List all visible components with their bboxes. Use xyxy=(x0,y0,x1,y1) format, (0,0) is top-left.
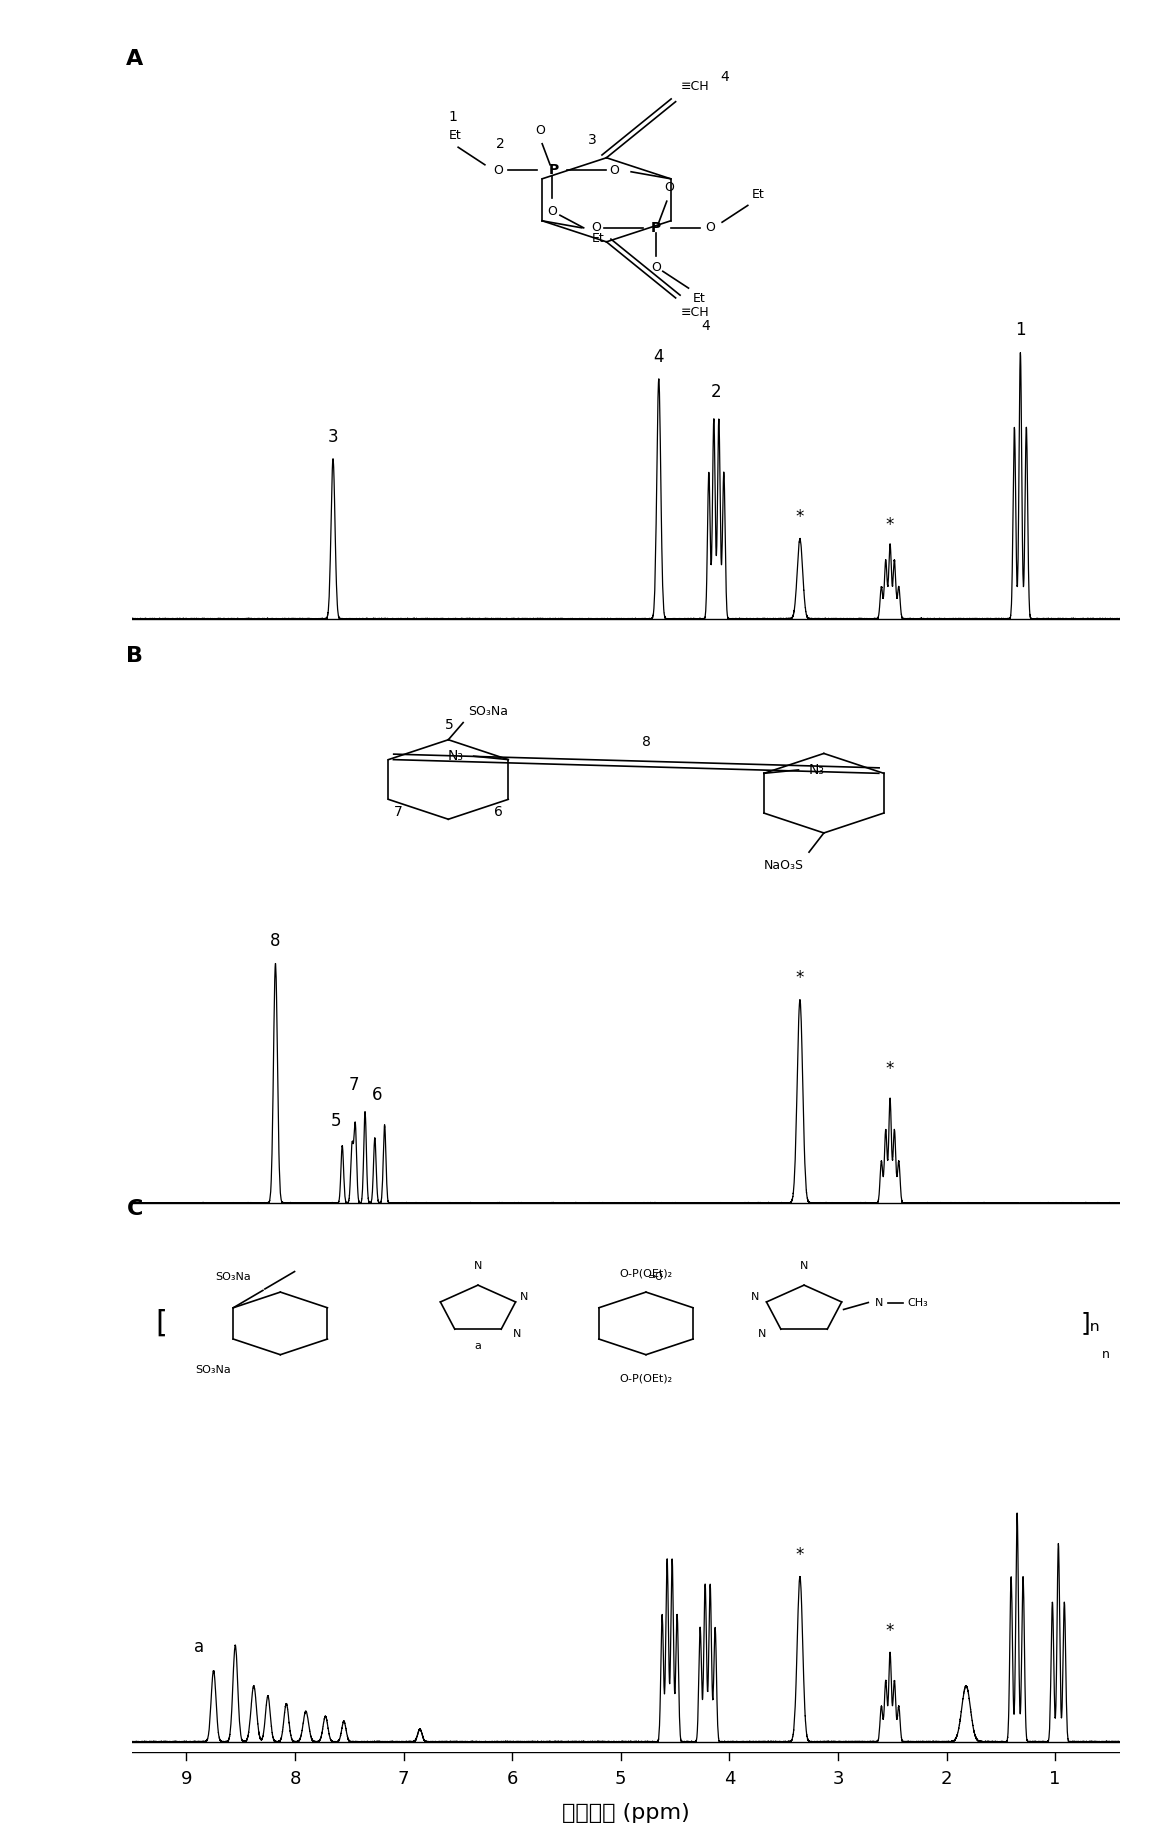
Text: B: B xyxy=(126,646,144,666)
Text: 7: 7 xyxy=(398,1770,409,1788)
Text: 7: 7 xyxy=(348,1075,358,1093)
Text: P: P xyxy=(651,221,661,235)
Text: 3: 3 xyxy=(832,1770,843,1788)
Text: SO₃Na: SO₃Na xyxy=(468,704,508,717)
Text: N: N xyxy=(519,1292,527,1301)
Text: ≡CH: ≡CH xyxy=(680,307,709,319)
Text: *: * xyxy=(886,1060,894,1079)
Text: CH₃: CH₃ xyxy=(908,1298,928,1307)
Text: *: * xyxy=(886,516,894,533)
Text: 4: 4 xyxy=(720,69,730,84)
Text: O: O xyxy=(493,164,502,177)
Text: 5: 5 xyxy=(445,717,453,732)
Text: 5: 5 xyxy=(331,1111,341,1130)
Text: a: a xyxy=(194,1637,205,1655)
Text: 8: 8 xyxy=(290,1770,301,1788)
Text: O: O xyxy=(547,206,557,219)
Text: =O: =O xyxy=(648,1272,664,1281)
Text: 4: 4 xyxy=(701,319,710,332)
Text: 6: 6 xyxy=(494,805,503,819)
Text: *: * xyxy=(796,507,804,526)
Text: A: A xyxy=(126,49,144,69)
Text: 1: 1 xyxy=(449,110,457,124)
Text: O-P(OEt)₂: O-P(OEt)₂ xyxy=(619,1374,672,1383)
Text: 9: 9 xyxy=(180,1770,192,1788)
Text: O: O xyxy=(705,221,715,234)
Text: 8: 8 xyxy=(270,933,280,951)
Text: 6: 6 xyxy=(372,1086,383,1104)
Text: N: N xyxy=(512,1329,520,1340)
Text: *: * xyxy=(796,1546,804,1564)
Text: O: O xyxy=(651,261,661,274)
Text: N: N xyxy=(751,1292,759,1301)
Text: O: O xyxy=(664,181,673,193)
Text: Et: Et xyxy=(693,292,705,305)
Text: NaO₃S: NaO₃S xyxy=(764,860,804,872)
Text: N: N xyxy=(800,1261,808,1272)
Text: C: C xyxy=(126,1199,142,1219)
Text: 4: 4 xyxy=(654,349,664,365)
Text: [: [ xyxy=(156,1309,168,1338)
Text: 2: 2 xyxy=(496,137,506,151)
Text: N: N xyxy=(473,1261,483,1272)
Text: *: * xyxy=(886,1622,894,1641)
Text: N: N xyxy=(758,1329,766,1340)
Text: O: O xyxy=(535,124,545,137)
Text: 3: 3 xyxy=(327,427,338,445)
Text: 化学位移 (ppm): 化学位移 (ppm) xyxy=(562,1803,691,1823)
Text: SO₃Na: SO₃Na xyxy=(195,1365,231,1376)
Text: 3: 3 xyxy=(588,133,596,148)
Text: N₃: N₃ xyxy=(809,763,824,777)
Text: Et: Et xyxy=(751,188,764,201)
Text: a: a xyxy=(475,1341,481,1350)
Text: SO₃Na: SO₃Na xyxy=(215,1272,250,1281)
Text: P: P xyxy=(549,164,558,177)
Text: ≡CH: ≡CH xyxy=(680,80,709,93)
Text: 4: 4 xyxy=(724,1770,735,1788)
Text: 5: 5 xyxy=(615,1770,626,1788)
Text: 6: 6 xyxy=(507,1770,518,1788)
Text: 7: 7 xyxy=(393,805,402,819)
Text: 8: 8 xyxy=(641,735,650,750)
Text: N₃: N₃ xyxy=(448,750,464,763)
Text: O: O xyxy=(609,164,619,177)
Text: *: * xyxy=(796,969,804,987)
Text: n: n xyxy=(1102,1347,1110,1361)
Text: O: O xyxy=(592,221,602,234)
Text: N: N xyxy=(876,1298,884,1307)
Text: O-P(OEt)₂: O-P(OEt)₂ xyxy=(619,1268,672,1278)
Text: 2: 2 xyxy=(711,383,722,400)
Text: Et: Et xyxy=(449,130,462,142)
Text: ]ₙ: ]ₙ xyxy=(1081,1312,1101,1336)
Text: 2: 2 xyxy=(941,1770,953,1788)
Text: 1: 1 xyxy=(1015,321,1026,339)
Text: 1: 1 xyxy=(1049,1770,1061,1788)
Text: Et: Et xyxy=(592,232,604,245)
